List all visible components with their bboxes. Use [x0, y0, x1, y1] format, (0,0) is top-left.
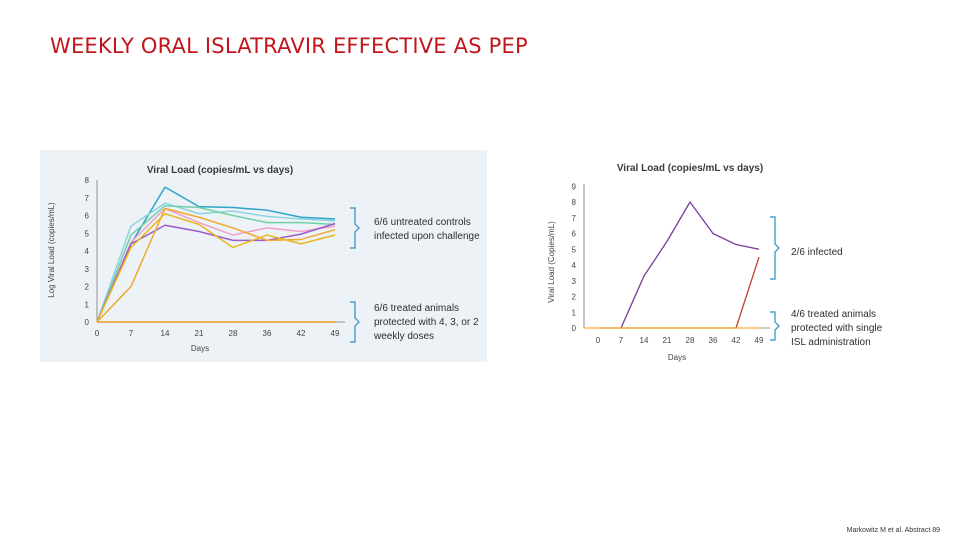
series-line [96, 207, 336, 323]
y-tick-label: 7 [572, 214, 577, 223]
x-tick-label: 49 [755, 336, 764, 345]
x-tick-label: 21 [663, 336, 672, 345]
annotation-line: protected with 4, 3, or 2 [374, 317, 479, 328]
series-line [96, 207, 336, 323]
y-tick-label: 8 [85, 176, 90, 185]
x-tick-label: 49 [331, 329, 340, 338]
y-tick-label: 5 [572, 245, 577, 254]
chart-title: Viral Load (copies/mL vs days) [147, 165, 293, 176]
brace-lower [770, 311, 780, 341]
chart-title: Viral Load (copies/mL vs days) [617, 163, 763, 174]
x-tick-label: 0 [95, 329, 100, 338]
series-line [96, 202, 336, 323]
right-chart: Viral Load (copies/mL vs days) Viral Loa… [547, 163, 885, 362]
x-tick-label: 7 [129, 329, 134, 338]
x-tick-label: 42 [732, 336, 741, 345]
annotation-line: 4/6 treated animals [791, 309, 876, 320]
y-tick-label: 1 [572, 308, 577, 317]
series-line [598, 256, 760, 329]
y-tick-label: 7 [85, 194, 90, 203]
y-tick-label: 0 [85, 318, 90, 327]
x-tick-label: 42 [297, 329, 306, 338]
y-tick-label: 8 [572, 198, 577, 207]
brace-lower [350, 301, 360, 343]
x-tick-label: 28 [686, 336, 695, 345]
x-tick-label: 0 [596, 336, 601, 345]
x-axis-title: Days [668, 353, 686, 362]
y-axis-title: Log Viral Load (copies/mL) [47, 202, 56, 298]
x-tick-label: 14 [161, 329, 170, 338]
annotation-line: protected with single [791, 323, 883, 334]
brace-upper [770, 216, 780, 280]
y-tick-label: 6 [85, 212, 90, 221]
slide-title: WEEKLY ORAL ISLATRAVIR EFFECTIVE AS PEP [50, 34, 528, 58]
y-tick-label: 2 [85, 283, 90, 292]
x-tick-label: 28 [229, 329, 238, 338]
series-line [96, 212, 336, 323]
series-line [620, 201, 760, 329]
y-tick-label: 4 [572, 261, 577, 270]
y-axis-title: Viral Load (Copies/mL) [547, 221, 556, 303]
x-tick-label: 14 [640, 336, 649, 345]
annotation-line: 2/6 infected [791, 247, 843, 258]
x-tick-label: 7 [619, 336, 624, 345]
y-tick-label: 9 [572, 182, 577, 191]
left-chart: Viral Load (copies/mL vs days) Log Viral… [40, 150, 487, 362]
y-tick-label: 4 [85, 247, 90, 256]
brace-upper [350, 207, 360, 249]
x-axis-title: Days [191, 344, 209, 353]
annotation-line: infected upon challenge [374, 231, 480, 242]
annotation-line: ISL administration [791, 337, 871, 348]
x-tick-label: 36 [263, 329, 272, 338]
y-tick-label: 2 [572, 293, 577, 302]
series-line [96, 186, 336, 323]
annotation-line: weekly doses [373, 331, 434, 342]
x-tick-label: 36 [709, 336, 718, 345]
x-tick-label: 21 [195, 329, 204, 338]
y-tick-label: 3 [85, 265, 90, 274]
annotation-line: 6/6 treated animals [374, 303, 459, 314]
y-tick-label: 6 [572, 230, 577, 239]
citation: Markowitz M et al. Abstract 89 [846, 527, 940, 534]
annotation-lower: 6/6 treated animals protected with 4, 3,… [373, 303, 481, 342]
y-tick-label: 5 [85, 229, 90, 238]
annotation-upper: 2/6 infected [791, 247, 843, 258]
y-tick-label: 1 [85, 300, 90, 309]
annotation-lower: 4/6 treated animals protected with singl… [791, 309, 885, 348]
annotation-upper: 6/6 untreated controls infected upon cha… [374, 217, 480, 242]
annotation-line: 6/6 untreated controls [374, 217, 471, 228]
y-tick-label: 3 [572, 277, 577, 286]
series-line [96, 204, 336, 323]
chart-background [40, 150, 487, 362]
y-tick-label: 0 [572, 324, 577, 333]
